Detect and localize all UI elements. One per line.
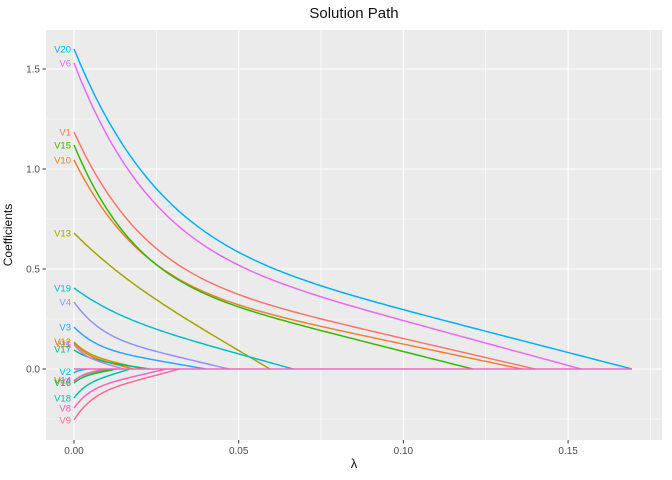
series-label-V8: V8 — [59, 404, 71, 415]
series-label-V14: V14 — [54, 376, 71, 387]
series-label-V12: V12 — [54, 337, 71, 348]
series-label-V19: V19 — [54, 284, 71, 295]
y-tick-label: 1.0 — [26, 165, 40, 176]
x-tick-label: 0.10 — [394, 446, 414, 457]
series-line-V1 — [73, 131, 536, 370]
series-label-V13: V13 — [54, 229, 71, 240]
series-label-V2: V2 — [59, 367, 71, 378]
series-label-V17: V17 — [54, 345, 71, 356]
series-line-V15 — [73, 144, 473, 370]
series-label-V6: V6 — [59, 59, 71, 70]
y-tick-labels: 0.0 0.5 1.0 1.5 — [26, 65, 40, 376]
series-label-V16: V16 — [54, 378, 71, 389]
series-line-V7 — [73, 368, 105, 382]
series-line-V5 — [73, 344, 124, 370]
series-label-V5: V5 — [59, 341, 71, 352]
series-line-V19 — [73, 287, 294, 370]
series-line-V6 — [73, 62, 582, 370]
x-axis-title: λ — [350, 456, 358, 471]
series-line-V18 — [73, 368, 131, 399]
minor-gridlines — [46, 30, 662, 440]
series-label-V9: V9 — [59, 416, 71, 427]
y-tick-label: 0.0 — [26, 365, 40, 376]
series-line-V3 — [73, 326, 206, 370]
x-tick-label: 0.00 — [64, 446, 84, 457]
panel-background — [46, 30, 662, 440]
series-line-V8 — [73, 368, 167, 409]
series-label-V4: V4 — [59, 298, 71, 309]
x-tick-label: 0.15 — [558, 446, 578, 457]
series-label-V7: V7 — [59, 377, 71, 388]
x-tick-label: 0.05 — [229, 446, 249, 457]
series-label-V11: V11 — [55, 339, 71, 350]
x-tick-labels: 0.00 0.05 0.10 0.15 — [64, 446, 578, 457]
axis-ticks — [42, 68, 569, 444]
series-label-V15: V15 — [54, 141, 71, 152]
series-lines — [73, 48, 633, 421]
series-line-V20 — [73, 48, 633, 370]
series-line-V9 — [73, 368, 180, 421]
series-label-V1: V1 — [59, 128, 71, 139]
series-line-V4 — [73, 301, 229, 370]
y-tick-label: 0.5 — [26, 265, 40, 276]
series-line-V16 — [73, 368, 118, 384]
series-label-V20: V20 — [54, 45, 71, 56]
series-line-V13 — [73, 232, 271, 370]
series-label-V3: V3 — [59, 323, 71, 334]
y-tick-label: 1.5 — [26, 65, 40, 76]
chart-title: Solution Path — [309, 5, 399, 22]
series-label-V18: V18 — [54, 394, 71, 405]
series-label-V10: V10 — [54, 156, 71, 167]
